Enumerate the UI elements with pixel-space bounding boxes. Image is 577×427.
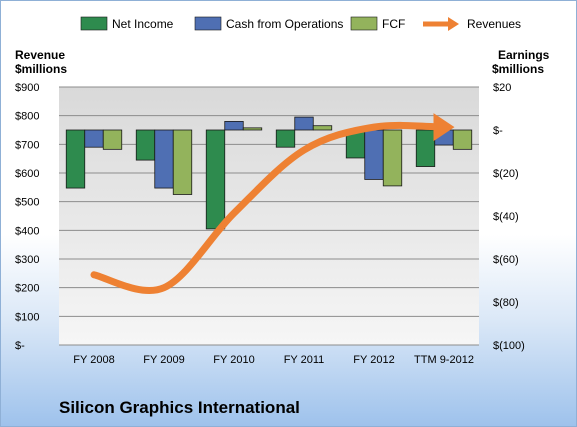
left-tick-label: $800 [15, 111, 39, 123]
x-tick-label: FY 2008 [73, 354, 114, 366]
bar-fcf [382, 129, 403, 187]
legend-swatch-net-income [80, 16, 108, 31]
bar-fcf [172, 129, 193, 195]
left-tick-label: $- [15, 340, 25, 352]
left-tick-label: $500 [15, 197, 39, 209]
left-tick-label: $200 [15, 283, 39, 295]
legend-swatch-fcf [350, 16, 378, 31]
bar-net-income [65, 129, 86, 189]
left-tick-label: $900 [15, 82, 39, 94]
bar-net-income [275, 129, 296, 148]
x-tick-label: FY 2011 [284, 354, 325, 366]
right-tick-label: $(60) [493, 254, 519, 266]
left-tick-label: $600 [15, 168, 39, 180]
bar-fcf [452, 129, 473, 150]
bar-fcf [242, 127, 263, 131]
right-tick-label: $(80) [493, 297, 519, 309]
right-tick-label: $(20) [493, 168, 519, 180]
legend-label: Revenues [467, 17, 521, 31]
left-tick-label: $400 [15, 225, 39, 237]
bar-fcf [312, 125, 333, 131]
left-axis-label-line1: Revenue [15, 48, 65, 62]
bar-cash-from-operations [434, 129, 454, 146]
right-axis-label-line2: $millions [492, 62, 544, 76]
left-tick-label: $700 [15, 139, 39, 151]
x-tick-label: FY 2010 [213, 354, 254, 366]
legend-label: Cash from Operations [226, 17, 343, 31]
plot-area [59, 87, 479, 345]
right-axis-label-line1: Earnings [498, 48, 550, 62]
bar-net-income [135, 129, 156, 161]
left-axis-label-line2: $millions [15, 62, 67, 76]
right-tick-label: $20 [493, 82, 511, 94]
revenue-line [90, 113, 455, 294]
bar-net-income [205, 129, 226, 230]
x-tick-label: FY 2012 [353, 354, 394, 366]
legend-label: Net Income [112, 17, 174, 31]
bar-cash-from-operations [84, 129, 104, 148]
left-tick-label: $100 [15, 311, 39, 323]
bar-cash-from-operations [364, 129, 384, 180]
company-title: Silicon Graphics International [59, 398, 300, 417]
right-tick-label: $- [493, 125, 503, 137]
x-tick-label: FY 2009 [143, 354, 184, 366]
bar-net-income [415, 129, 436, 167]
bar-cash-from-operations [224, 121, 244, 131]
bar-fcf [102, 129, 123, 150]
right-tick-label: $(100) [493, 340, 525, 352]
right-tick-label: $(40) [493, 211, 519, 223]
legend-label: FCF [382, 17, 405, 31]
bar-cash-from-operations [154, 129, 174, 189]
legend-arrow-icon [448, 17, 459, 31]
bar-cash-from-operations [294, 116, 314, 131]
legend-swatch-cash-from-operations [194, 16, 222, 31]
left-tick-label: $300 [15, 254, 39, 266]
x-tick-label: TTM 9-2012 [414, 354, 474, 366]
